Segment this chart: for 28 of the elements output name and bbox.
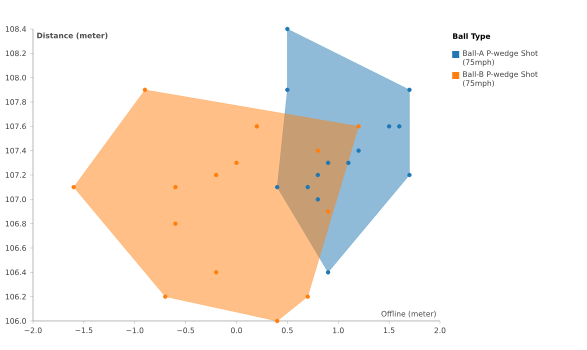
point bbox=[275, 318, 280, 324]
point bbox=[285, 26, 290, 32]
point bbox=[356, 148, 361, 153]
point bbox=[234, 160, 239, 166]
point bbox=[326, 270, 330, 275]
point bbox=[397, 124, 402, 129]
point bbox=[356, 124, 361, 129]
point bbox=[346, 160, 351, 166]
point bbox=[173, 184, 178, 190]
point bbox=[407, 172, 412, 178]
point bbox=[326, 209, 330, 214]
point bbox=[163, 294, 168, 299]
point bbox=[326, 160, 330, 166]
point bbox=[316, 148, 320, 153]
point bbox=[306, 294, 310, 299]
point bbox=[142, 88, 148, 92]
point bbox=[316, 197, 320, 202]
point bbox=[72, 184, 76, 190]
point bbox=[275, 184, 280, 190]
point bbox=[386, 124, 392, 129]
point bbox=[407, 88, 412, 92]
point bbox=[285, 88, 290, 92]
point bbox=[214, 172, 218, 178]
point bbox=[254, 124, 260, 129]
point bbox=[214, 270, 218, 275]
point bbox=[316, 172, 320, 178]
point bbox=[306, 184, 310, 190]
point bbox=[173, 221, 178, 226]
